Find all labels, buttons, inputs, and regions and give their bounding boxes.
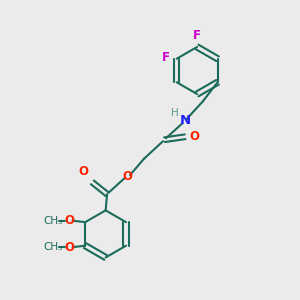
Text: F: F — [193, 28, 201, 42]
Text: N: N — [180, 114, 191, 127]
Text: H: H — [171, 108, 179, 118]
Text: O: O — [79, 165, 88, 178]
Text: O: O — [123, 170, 133, 183]
Text: O: O — [64, 214, 74, 227]
Text: O: O — [189, 130, 199, 143]
Text: F: F — [162, 51, 170, 64]
Text: CH₃: CH₃ — [43, 242, 62, 252]
Text: O: O — [64, 241, 74, 254]
Text: CH₃: CH₃ — [43, 216, 62, 226]
